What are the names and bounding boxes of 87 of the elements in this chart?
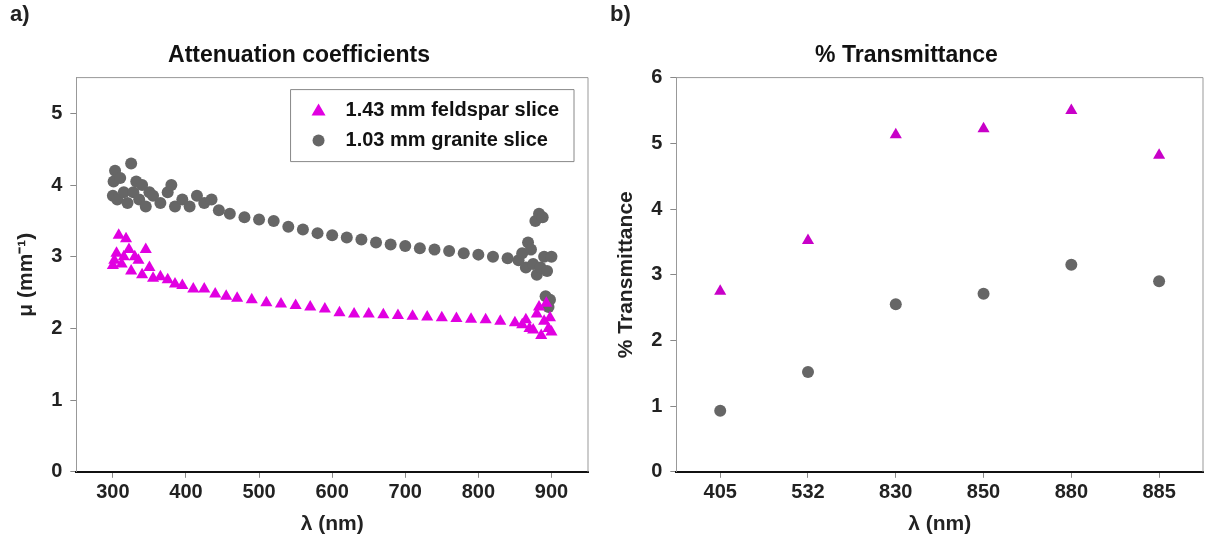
x-tick-label: 700: [388, 480, 422, 503]
point: [450, 311, 463, 322]
y-tick-label: 2: [51, 315, 63, 338]
point: [260, 295, 273, 307]
point: [176, 278, 189, 289]
point: [801, 365, 814, 378]
y-tick-label: 1: [51, 387, 63, 410]
point: [143, 260, 156, 272]
point: [1065, 103, 1078, 114]
x-tick-label: 880: [1054, 480, 1089, 503]
point: [435, 310, 448, 322]
point: [479, 312, 492, 324]
point: [125, 264, 138, 275]
y-tick-label: 6: [651, 65, 663, 88]
y-axis-title: μ (mm⁻¹): [13, 232, 37, 317]
point: [545, 325, 558, 336]
y-tick-label: 0: [51, 459, 63, 482]
point: [889, 298, 902, 311]
point: [391, 308, 405, 320]
point: [122, 242, 136, 254]
x-tick-label: 830: [879, 480, 913, 503]
x-tick-label: 500: [242, 480, 276, 503]
point: [348, 307, 361, 318]
point: [110, 246, 123, 257]
point: [535, 328, 548, 340]
point: [220, 289, 233, 300]
point: [1065, 258, 1078, 271]
point: [977, 121, 990, 133]
point: [231, 291, 244, 302]
point: [977, 287, 990, 300]
point: [540, 296, 553, 307]
point: [274, 297, 288, 308]
point: [132, 253, 145, 264]
point: [421, 309, 434, 321]
point: [1153, 148, 1166, 159]
point: [318, 302, 331, 313]
x-axis-title: λ (nm): [908, 511, 972, 535]
point: [714, 284, 727, 295]
point: [147, 271, 160, 282]
x-tick-label: 885: [1142, 480, 1176, 503]
y-tick-label: 0: [651, 459, 663, 482]
point: [406, 309, 419, 320]
point: [494, 314, 507, 325]
text: b): [610, 1, 631, 27]
text: a): [10, 1, 30, 27]
legend-label: 1.03 mm granite slice: [345, 128, 548, 151]
point: [136, 267, 149, 279]
legend-label: 1.43 mm feldspar slice: [345, 98, 560, 121]
y-tick-label: 4: [651, 196, 664, 219]
y-tick-label: 2: [651, 327, 663, 350]
chart-title: Attenuation coefficients: [168, 41, 430, 68]
point: [464, 312, 478, 323]
point: [304, 299, 317, 311]
point: [209, 287, 222, 298]
point: [187, 282, 200, 293]
point: [714, 404, 727, 417]
y-tick-label: 4: [51, 172, 64, 195]
point: [801, 233, 815, 245]
x-tick-label: 300: [96, 480, 130, 503]
x-tick-label: 400: [169, 480, 203, 503]
point: [377, 307, 390, 319]
point: [161, 272, 174, 284]
x-tick-label: 800: [461, 480, 496, 503]
point: [245, 292, 258, 304]
point: [198, 282, 211, 293]
y-tick-label: 3: [51, 244, 63, 267]
x-tick-label: 600: [315, 480, 349, 503]
point: [289, 298, 302, 310]
point: [527, 322, 540, 334]
point: [119, 231, 133, 243]
y-tick-label: 5: [51, 100, 63, 123]
x-tick-label: 850: [966, 480, 1001, 503]
y-tick-label: 1: [651, 393, 663, 416]
x-tick-label: 532: [791, 480, 825, 503]
chart-title: % Transmittance: [815, 41, 998, 68]
x-tick-label: 405: [703, 480, 737, 503]
point: [112, 228, 125, 239]
y-axis-title: % Transmittance: [613, 191, 637, 359]
x-tick-label: 900: [534, 480, 569, 503]
y-tick-label: 5: [651, 130, 663, 153]
point: [1153, 275, 1166, 288]
point: [139, 242, 152, 254]
x-axis-title: λ (nm): [300, 511, 364, 535]
y-tick-label: 3: [651, 262, 663, 285]
point: [889, 127, 902, 139]
point: [333, 305, 346, 317]
point: [362, 307, 375, 318]
